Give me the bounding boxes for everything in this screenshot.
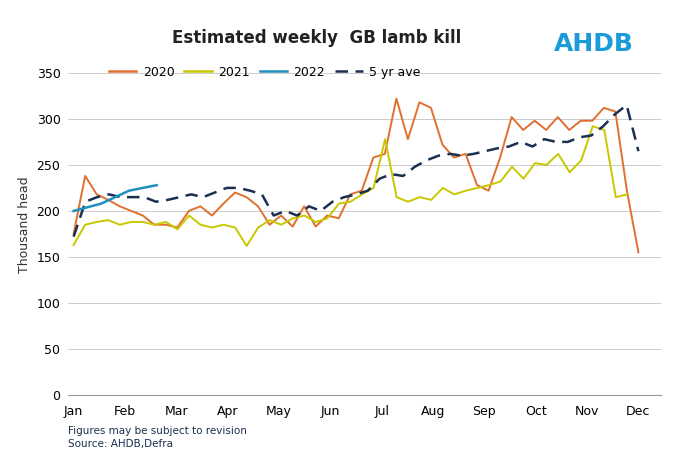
Text: Figures may be subject to revision: Figures may be subject to revision [68,425,247,435]
Legend: 2020, 2021, 2022, 5 yr ave: 2020, 2021, 2022, 5 yr ave [104,61,426,84]
Text: Source: AHDB,Defra: Source: AHDB,Defra [68,439,173,449]
Title: Estimated weekly  GB lamb kill: Estimated weekly GB lamb kill [172,30,462,47]
Text: AHDB: AHDB [554,32,633,56]
Y-axis label: Thousand head: Thousand head [18,177,31,273]
